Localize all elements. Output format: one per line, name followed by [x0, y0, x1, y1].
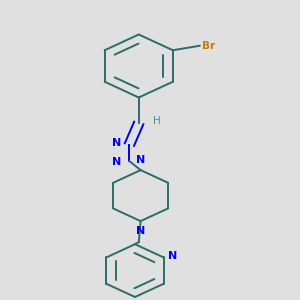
Text: N: N: [136, 155, 145, 165]
Text: H: H: [153, 116, 161, 127]
Text: N: N: [112, 138, 121, 148]
Text: N: N: [168, 251, 177, 261]
Text: N: N: [136, 226, 145, 236]
Text: N: N: [112, 157, 121, 167]
Text: Br: Br: [202, 41, 215, 51]
